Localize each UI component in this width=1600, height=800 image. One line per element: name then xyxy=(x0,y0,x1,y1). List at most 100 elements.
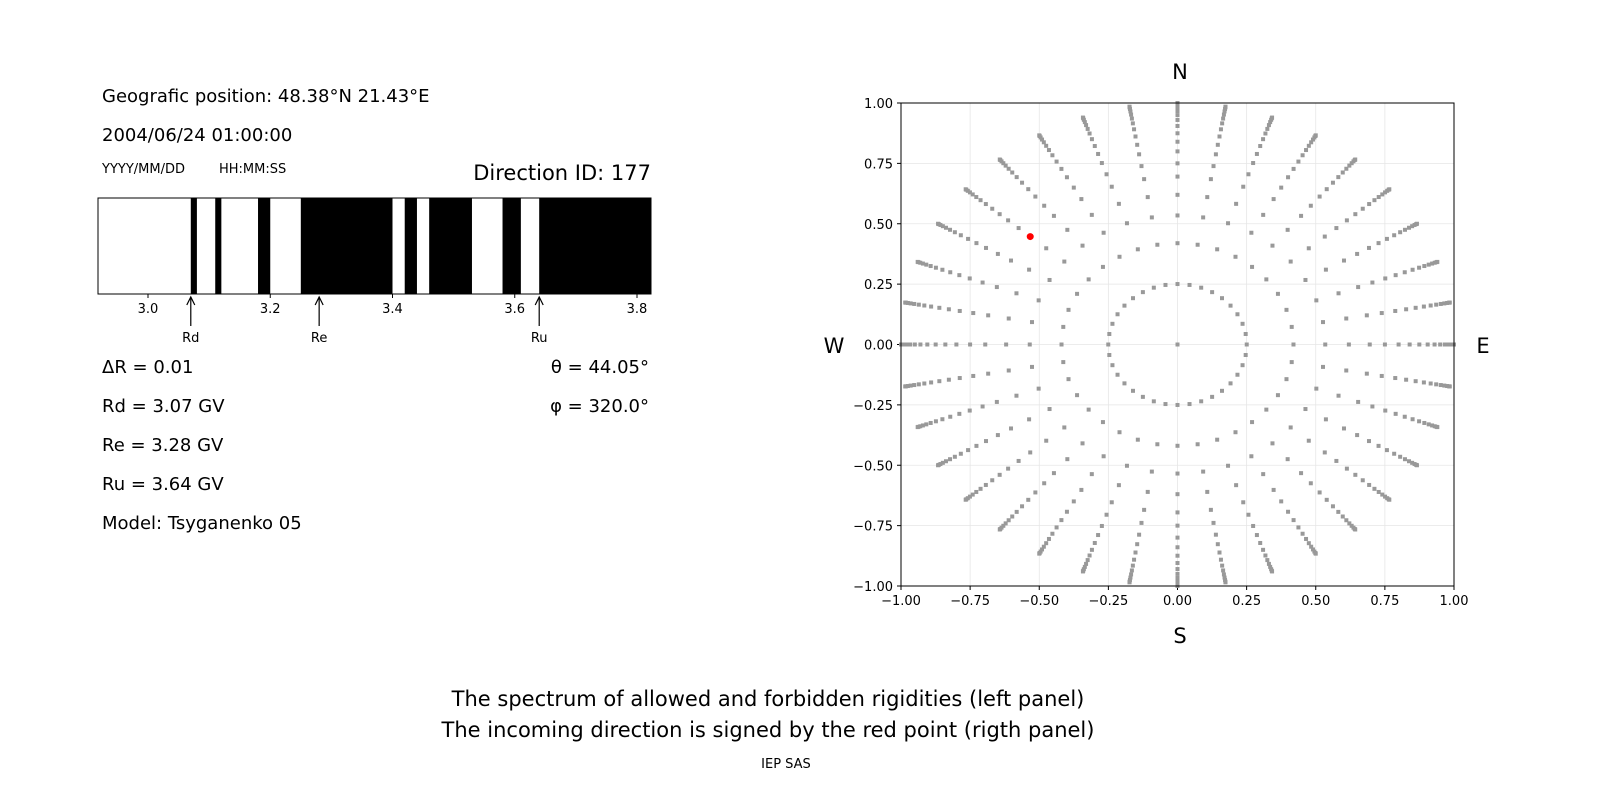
direction-point xyxy=(1288,425,1293,430)
direction-point xyxy=(1392,451,1397,456)
direction-point xyxy=(1249,230,1254,235)
direction-point xyxy=(903,300,908,305)
direction-point xyxy=(1291,166,1296,171)
direction-point xyxy=(1285,457,1290,462)
direction-point xyxy=(1208,507,1213,512)
direction-point xyxy=(928,264,933,269)
direction-point xyxy=(1268,120,1273,125)
direction-point xyxy=(1062,425,1067,430)
direction-point xyxy=(1104,172,1109,177)
direction-point xyxy=(1426,422,1431,427)
direction-point xyxy=(1026,497,1031,502)
direction-point xyxy=(1215,437,1220,442)
forbidden-band xyxy=(502,198,521,294)
direction-point xyxy=(925,342,930,347)
direction-point xyxy=(1175,117,1180,122)
direction-point xyxy=(1175,510,1180,515)
direction-point xyxy=(990,206,995,211)
direction-point xyxy=(1306,541,1311,546)
direction-point xyxy=(1226,221,1231,226)
direction-point xyxy=(1020,504,1025,509)
direction-point xyxy=(1107,332,1112,337)
direction-point xyxy=(915,425,920,430)
direction-point xyxy=(1234,483,1239,488)
direction-point xyxy=(1033,194,1038,199)
direction-point xyxy=(1330,180,1335,185)
direction-point xyxy=(968,342,973,347)
direction-point xyxy=(1382,342,1387,347)
direction-point xyxy=(1014,291,1019,296)
compass-east: E xyxy=(1476,334,1489,358)
direction-point xyxy=(1016,226,1021,231)
time-format-label: HH:MM:SS xyxy=(219,162,286,177)
direction-point xyxy=(1175,105,1180,110)
direction-point xyxy=(1222,575,1227,580)
direction-point xyxy=(1026,187,1031,192)
direction-point xyxy=(1109,184,1114,189)
direction-point xyxy=(967,494,972,499)
direction-point xyxy=(1243,332,1248,337)
rd-value: Rd = 3.07 GV xyxy=(102,396,225,417)
direction-point xyxy=(1205,195,1210,200)
direction-point xyxy=(1175,161,1180,166)
direction-point xyxy=(1422,420,1427,425)
direction-point xyxy=(983,202,988,207)
direction-point xyxy=(948,270,953,275)
direction-point xyxy=(1387,497,1392,502)
direction-point xyxy=(943,225,948,230)
direction-point xyxy=(1139,164,1144,169)
direction-point xyxy=(1142,177,1147,182)
direction-point xyxy=(997,527,1002,532)
direction-point xyxy=(1291,342,1296,347)
direction-point xyxy=(1010,514,1015,519)
direction-point xyxy=(1080,569,1085,574)
direction-point xyxy=(1027,267,1032,272)
direction-point xyxy=(912,342,917,347)
direction-point xyxy=(948,227,953,232)
direction-point xyxy=(908,383,913,388)
direction-point xyxy=(1296,159,1301,164)
datetime: 2004/06/24 01:00:00 xyxy=(102,125,292,146)
direction-point xyxy=(1425,342,1430,347)
direction-point xyxy=(1392,233,1397,238)
direction-point xyxy=(1398,230,1403,235)
direction-point xyxy=(1407,459,1412,464)
direction-point xyxy=(1306,246,1311,251)
direction-point xyxy=(1006,218,1011,223)
direction-point xyxy=(1217,550,1222,555)
direction-point xyxy=(1028,450,1033,455)
direction-point xyxy=(1398,454,1403,459)
direction-point xyxy=(1426,262,1431,267)
direction-point xyxy=(1037,133,1042,138)
direction-point xyxy=(1322,234,1327,239)
direction-id: Direction ID: 177 xyxy=(473,161,651,185)
direction-point xyxy=(1175,571,1180,576)
direction-point xyxy=(1410,460,1415,465)
direction-point xyxy=(1042,203,1047,208)
direction-point xyxy=(1211,164,1216,169)
direction-point xyxy=(1407,225,1412,230)
direction-point xyxy=(1130,296,1135,301)
direction-point xyxy=(1340,514,1345,519)
direction-point xyxy=(1122,381,1127,386)
direction-point xyxy=(1376,195,1381,200)
direction-point xyxy=(958,451,963,456)
spectrum-frame xyxy=(97,197,652,295)
plot-frame xyxy=(900,102,1455,587)
direction-point xyxy=(1044,438,1049,443)
direction-point xyxy=(1435,259,1440,264)
direction-point xyxy=(1265,126,1270,131)
direction-point xyxy=(1099,523,1104,528)
direction-point xyxy=(1117,254,1122,259)
direction-point xyxy=(1130,563,1135,568)
direction-point xyxy=(1228,381,1233,386)
direction-point xyxy=(1407,342,1412,347)
direction-point xyxy=(1370,280,1375,285)
direction-point xyxy=(1384,236,1389,241)
direction-point xyxy=(1092,144,1097,149)
direction-point xyxy=(1175,471,1180,476)
direction-point xyxy=(1117,430,1122,435)
direction-point xyxy=(1270,441,1275,446)
x-tick-label: 0.50 xyxy=(1301,594,1330,609)
